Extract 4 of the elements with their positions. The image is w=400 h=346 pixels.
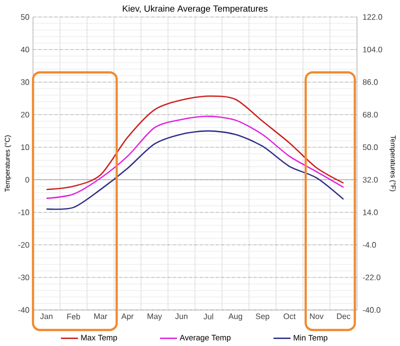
line-series xyxy=(46,95,344,190)
line-series xyxy=(46,130,344,210)
line-series xyxy=(46,116,344,200)
chart-title: Kiev, Ukraine Average Temperatures xyxy=(122,5,268,14)
